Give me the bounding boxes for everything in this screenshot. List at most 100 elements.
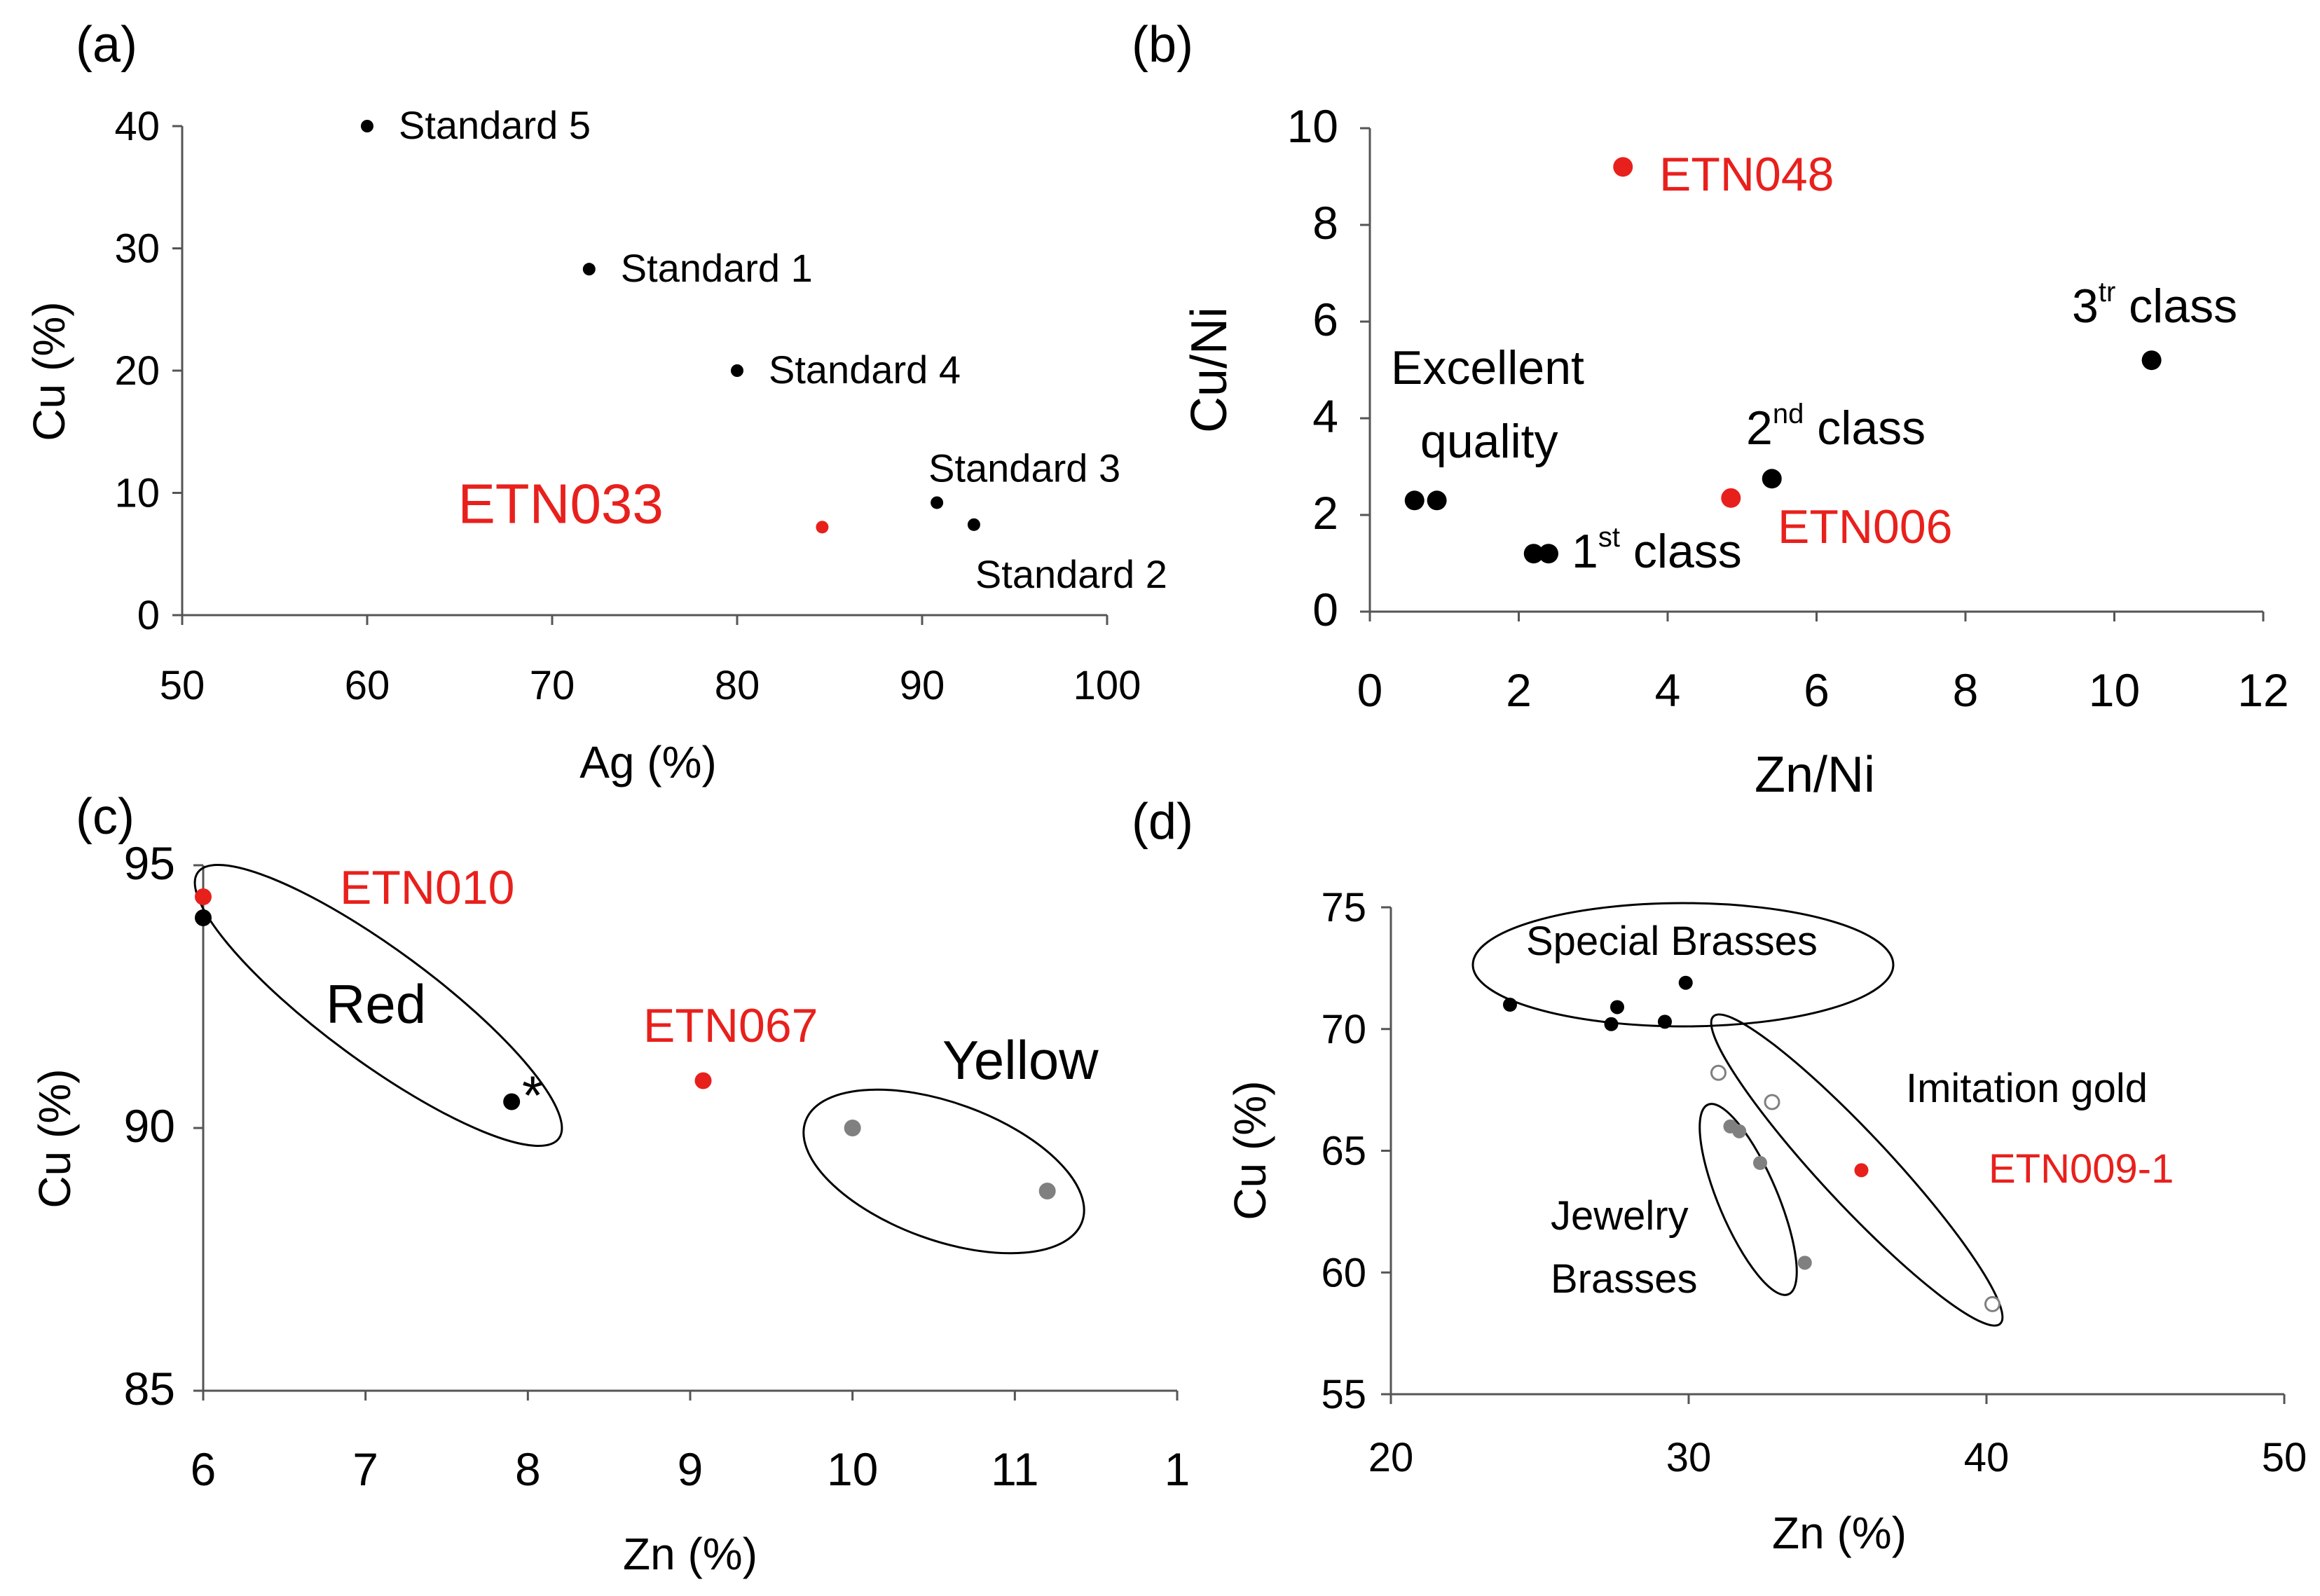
- panel-c-x-tick-label: 7: [352, 1443, 378, 1495]
- panel-d-y-tick-label: 65: [1321, 1129, 1366, 1174]
- panel-a-point-label: Standard 2: [975, 552, 1167, 596]
- panel-a-y-tick-label: 30: [114, 226, 160, 272]
- panel-a-y-tick-label: 10: [114, 471, 160, 516]
- panel-b-data-point: [2141, 350, 2162, 371]
- panel-b-data-point: [1404, 490, 1425, 511]
- panel-c-x-tick-label: 8: [515, 1443, 541, 1495]
- panel-a-point-label: Standard 3: [928, 446, 1120, 490]
- panel-d-y-axis-label: Cu (%): [1225, 1080, 1275, 1220]
- panel-d-data-point: [1753, 1155, 1767, 1170]
- panel-d-data-point: [1678, 975, 1693, 990]
- annotation-asterisk: *: [522, 1064, 543, 1126]
- panel-d-data-point: [1610, 1000, 1624, 1014]
- panel-b-data-point: [1523, 544, 1544, 564]
- panel-a-x-tick-label: 90: [900, 663, 945, 708]
- panel-b-data-point: [1613, 157, 1633, 177]
- panel-b-y-tick-label: 2: [1312, 487, 1338, 539]
- annotation-red: Red: [326, 973, 426, 1035]
- annotation-imitation-gold: Imitation gold: [1906, 1066, 2148, 1111]
- panel-c-y-tick-label: 85: [124, 1363, 175, 1415]
- panel-d-x-tick-label: 50: [2262, 1435, 2307, 1480]
- panel-a-data-point: [816, 521, 829, 534]
- panel-d-y-tick-label: 70: [1321, 1007, 1366, 1052]
- panel-b-x-axis-label: Zn/Ni: [1755, 747, 1875, 803]
- annotation-etn067: ETN067: [643, 999, 818, 1052]
- annotation-second-class: 2nd class: [1746, 399, 1926, 455]
- panel-d-data-point: [1764, 1094, 1780, 1110]
- annotation-etn006: ETN006: [1778, 500, 1952, 553]
- panel-a-x-axis-label: Ag (%): [579, 737, 717, 787]
- panel-d-x-tick-label: 30: [1666, 1435, 1712, 1480]
- panel-b-y-tick-label: 6: [1312, 294, 1338, 345]
- panel-d-data-point: [1854, 1163, 1869, 1178]
- jewelry-brasses-ellipse: [1698, 1103, 1798, 1296]
- imitation-gold-ellipse: [1710, 1013, 2004, 1327]
- annotation-etn010: ETN010: [340, 861, 514, 914]
- panel-a-data-point: [582, 263, 596, 276]
- panel-a-x-tick-label: 80: [715, 663, 760, 708]
- panel-b-y-tick-label: 0: [1312, 584, 1338, 635]
- annotation-first-class: 1st class: [1572, 522, 1742, 578]
- panel-b-x-tick-label: 2: [1506, 664, 1532, 716]
- panel-b-y-tick-label: 10: [1287, 100, 1338, 152]
- panel-d-y-tick-label: 60: [1321, 1250, 1366, 1295]
- panel-b-x-tick-label: 8: [1953, 664, 1979, 716]
- panel-a-y-tick-label: 40: [114, 104, 160, 149]
- panel-a-data-point: [361, 120, 373, 132]
- red-group-ellipse: [193, 863, 563, 1148]
- panel-a-point-label: Standard 1: [621, 246, 813, 290]
- annotation-yellow: Yellow: [942, 1029, 1099, 1091]
- panel-b-y-tick-label: 4: [1312, 390, 1338, 442]
- panel-a-data-point: [731, 364, 743, 377]
- panel-c-data-point: [195, 909, 212, 926]
- panel-b-x-tick-label: 4: [1655, 664, 1681, 716]
- panel-a-x-tick-label: 100: [1073, 663, 1141, 708]
- panel-a-label: (a): [76, 17, 137, 73]
- annotation-special-brasses: Special Brasses: [1526, 919, 1818, 964]
- annotation-jewelry-line1: Jewelry: [1551, 1193, 1689, 1239]
- special-brasses-ellipse: [1471, 902, 1895, 1028]
- panel-c-data-point: [503, 1093, 521, 1110]
- panel-d-y-tick-label: 55: [1321, 1372, 1366, 1417]
- annotation-etn048: ETN048: [1659, 148, 1834, 201]
- panel-c-x-axis-label: Zn (%): [623, 1529, 757, 1579]
- panel-c-y-tick-label: 95: [124, 837, 175, 889]
- panel-c-x-tick-label: 9: [678, 1443, 703, 1495]
- panel-c-y-axis-label: Cu (%): [29, 1068, 80, 1208]
- panel-b-data-point: [1762, 469, 1782, 489]
- panel-d-data-point: [1658, 1014, 1672, 1029]
- panel-a: (a) 0 10 20 30 40 50 60 70 80 90 100 Standard 5 St…: [24, 17, 1167, 787]
- panel-b-data-point: [1721, 488, 1741, 508]
- panel-a-data-point: [931, 496, 944, 509]
- panel-c-x-tick-label: 11: [991, 1443, 1039, 1495]
- panel-b-x-tick-label: 12: [2237, 664, 2288, 716]
- panel-c-data-point: [195, 888, 212, 905]
- panel-b-data-point: [1427, 490, 1447, 511]
- panel-a-x-tick-label: 50: [160, 663, 205, 708]
- panel-d-data-point: [1604, 1017, 1619, 1031]
- panel-a-point-label: Standard 4: [769, 348, 961, 392]
- panel-a-point-label: Standard 5: [399, 103, 591, 147]
- panel-b-label: (b): [1132, 17, 1193, 73]
- panel-d-data-point: [1732, 1124, 1747, 1138]
- panel-c-data-point: [694, 1072, 712, 1089]
- panel-b-y-tick-label: 8: [1312, 197, 1338, 249]
- panel-d-x-tick-label: 20: [1368, 1435, 1414, 1480]
- panel-a-x-tick-label: 70: [530, 663, 575, 708]
- panel-b-y-axis-label: Cu/Ni: [1181, 307, 1237, 433]
- panel-a-data-point: [967, 518, 980, 531]
- panel-a-point-label: ETN033: [458, 472, 663, 535]
- panel-a-y-axis-label: Cu (%): [24, 301, 74, 441]
- panel-c-x-tick-label: 10: [827, 1443, 878, 1495]
- panel-d-data-point: [1503, 998, 1517, 1012]
- panel-c-y-tick-label: 90: [124, 1100, 175, 1152]
- annotation-third-class: 3tr class: [2072, 277, 2237, 333]
- annotation-excellent-line2: quality: [1420, 415, 1558, 468]
- yellow-group-ellipse: [802, 1088, 1085, 1255]
- panel-b-x-tick-label: 10: [2089, 664, 2140, 716]
- panel-d-x-axis-label: Zn (%): [1772, 1508, 1907, 1558]
- panel-c-data-point: [844, 1120, 861, 1136]
